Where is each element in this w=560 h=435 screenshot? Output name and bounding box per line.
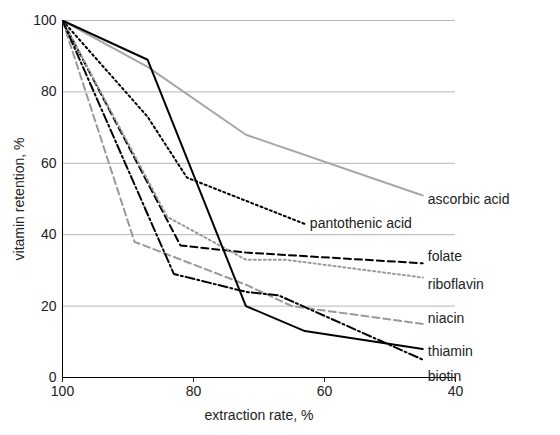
svg-text:niacin: niacin [428,310,465,326]
svg-text:20: 20 [41,298,57,314]
svg-text:80: 80 [41,83,57,99]
svg-text:extraction rate, %: extraction rate, % [205,407,314,423]
svg-text:0: 0 [48,369,57,385]
svg-text:thiamin: thiamin [428,343,473,359]
svg-text:folate: folate [428,248,462,264]
svg-text:pantothenic acid: pantothenic acid [310,215,412,231]
svg-text:100: 100 [33,12,57,28]
svg-text:vitamin retention, %: vitamin retention, % [11,138,27,261]
svg-text:40: 40 [448,383,464,399]
svg-text:60: 60 [317,383,333,399]
svg-text:riboflavin: riboflavin [428,276,484,292]
svg-text:biotin: biotin [428,368,461,384]
svg-text:40: 40 [41,226,57,242]
svg-text:60: 60 [41,155,57,171]
svg-text:100: 100 [51,383,75,399]
svg-text:80: 80 [186,383,202,399]
svg-text:ascorbic acid: ascorbic acid [428,191,510,207]
